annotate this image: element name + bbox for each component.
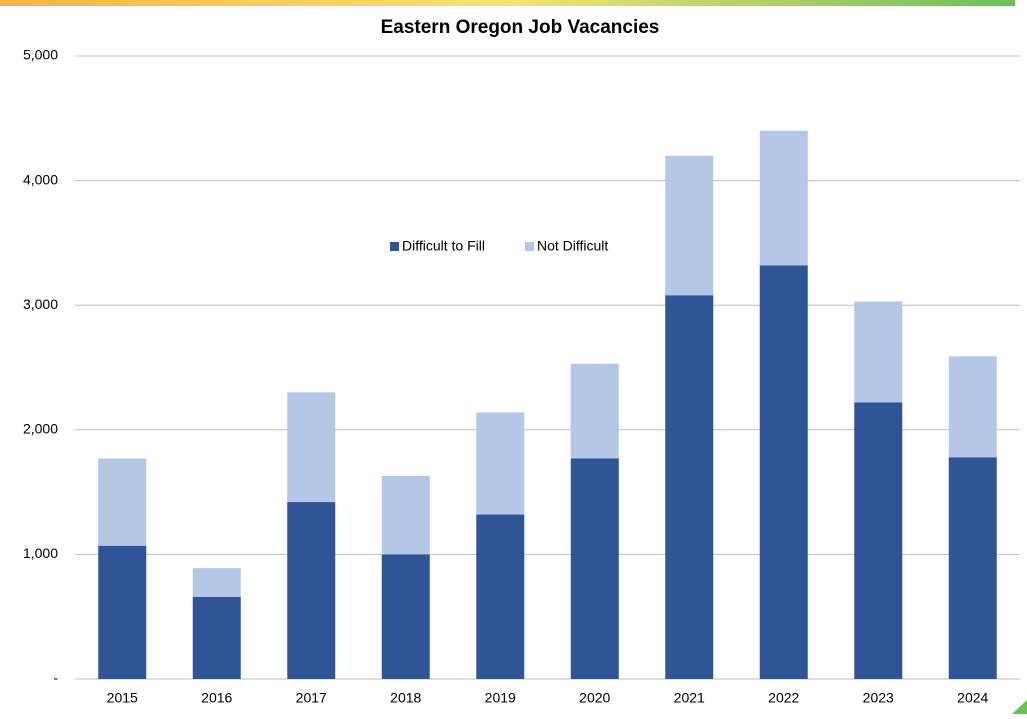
y-tick-label: - [53,670,58,686]
bar-segment [665,295,714,679]
bar-segment [948,457,997,679]
y-tick-label: 4,000 [23,171,58,187]
legend-label: Difficult to Fill [402,238,485,254]
bar-segment [854,402,903,679]
bar-segment [570,363,619,459]
bar-segment [665,155,714,296]
x-tick-label: 2020 [579,690,610,706]
x-tick-label: 2021 [674,690,705,706]
bar-segment [570,458,619,679]
y-tick-label: 2,000 [23,421,58,437]
legend-label: Not Difficult [537,238,608,254]
bar-segment [98,458,147,546]
bar-segment [759,130,808,266]
bar-segment [192,596,241,679]
y-tick-label: 3,000 [23,296,58,312]
x-tick-label: 2018 [390,690,421,706]
y-tick-label: 5,000 [23,47,58,63]
decor-corner [1012,700,1027,714]
bar-segment [381,554,430,679]
x-tick-label: 2024 [957,690,988,706]
bar-segment [287,392,336,503]
legend-swatch [524,242,534,251]
bar-segment [759,265,808,679]
bar-segment [854,301,903,403]
bar-segment [476,514,525,679]
chart-title: Eastern Oregon Job Vacancies [381,17,660,38]
x-tick-label: 2023 [863,690,894,706]
bar-segment [476,412,525,515]
bar-segment [98,545,147,679]
legend-swatch [390,242,399,251]
x-tick-label: 2017 [296,690,327,706]
bar-segment [287,502,336,679]
bar-segment [192,568,241,597]
bar-segment [381,475,430,555]
bar-segment [948,356,997,458]
y-tick-label: 1,000 [23,545,58,561]
decor-bar [0,0,1015,6]
x-tick-label: 2019 [485,690,516,706]
x-tick-label: 2016 [201,690,232,706]
x-tick-label: 2022 [768,690,799,706]
x-tick-label: 2015 [107,690,138,706]
